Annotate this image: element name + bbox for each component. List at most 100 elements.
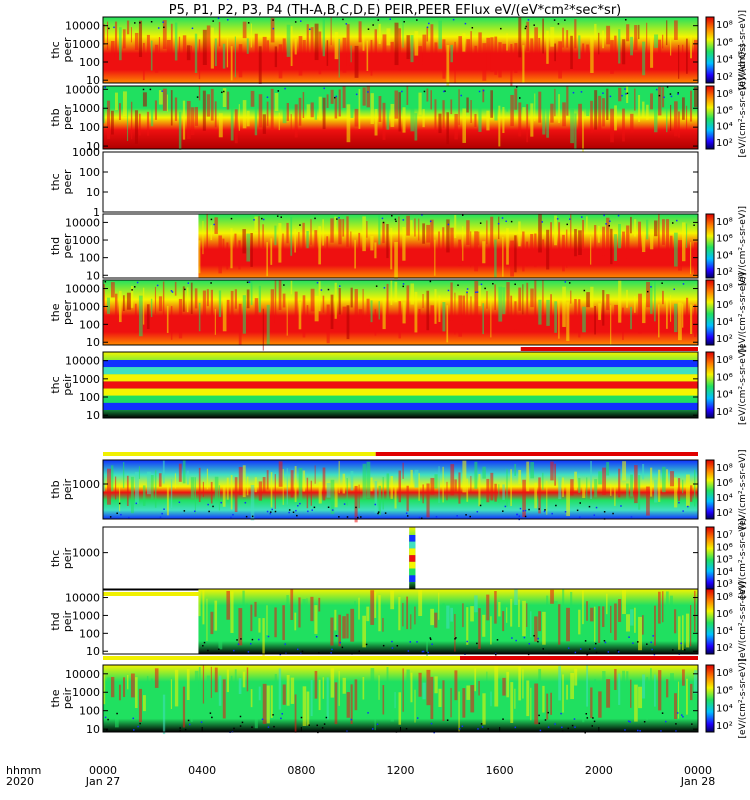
noise-speckle	[504, 505, 507, 508]
noise-speckle	[533, 634, 535, 637]
spectrum-streak	[334, 216, 337, 234]
spectrum-streak	[110, 41, 115, 60]
noise-speckle	[236, 639, 238, 641]
spectrum-streak	[522, 600, 526, 637]
noise-speckle	[296, 648, 299, 651]
noise-speckle	[637, 729, 639, 732]
spectrum-streak	[290, 114, 292, 132]
spectrum-streak	[326, 94, 329, 108]
noise-speckle	[311, 509, 313, 511]
noise-speckle	[331, 509, 334, 511]
spectrum-streak	[606, 294, 610, 311]
spectrum-streak	[590, 687, 593, 719]
noise-speckle	[581, 216, 583, 218]
noise-speckle	[357, 516, 359, 519]
spectrum-streak	[658, 304, 660, 338]
noise-speckle	[403, 20, 405, 23]
spectrum-streak	[374, 242, 377, 259]
noise-speckle	[336, 218, 338, 220]
spectrum-streak	[498, 42, 502, 78]
noise-speckle	[435, 516, 438, 518]
y-axis-label-species: peir	[61, 687, 74, 709]
spectrum-streak	[410, 35, 414, 63]
spectrum-streak	[690, 242, 692, 275]
spectrum-streak	[130, 476, 134, 514]
spectrum-streak	[282, 38, 286, 60]
spectrum-streak	[210, 481, 213, 504]
y-tick-label: 10	[86, 140, 100, 153]
spectrum-streak	[118, 27, 122, 61]
noise-speckle	[187, 282, 190, 284]
y-axis-label-species: peer	[61, 233, 74, 259]
spectrum-streak	[158, 296, 163, 312]
spectrum-streak	[610, 605, 612, 633]
spectrum-streak	[478, 91, 482, 132]
spectrum-streak	[170, 306, 173, 340]
spectrum-streak	[574, 298, 577, 333]
spectrum-streak	[138, 295, 143, 337]
spectrum-streak	[650, 668, 652, 687]
noise-speckle	[603, 510, 606, 513]
noise-speckle	[494, 653, 497, 656]
spectrum-streak	[358, 21, 362, 43]
spectrum-streak	[314, 230, 318, 256]
spectrum-streak	[162, 694, 166, 735]
y-tick-label: 1000	[72, 146, 100, 159]
spectrum-streak	[538, 477, 541, 514]
noise-speckle	[377, 512, 379, 515]
colorbar-tick-label: 10⁴	[716, 703, 733, 714]
spectrum-streak	[174, 22, 178, 61]
spectrum-streak	[470, 100, 472, 123]
spectrum-streak	[230, 228, 233, 269]
spectrum-streak	[246, 110, 250, 127]
y-tick-label: 1000	[72, 686, 100, 699]
noise-speckle	[480, 723, 483, 725]
spectrum-streak	[462, 295, 465, 325]
noise-speckle	[218, 648, 220, 650]
spectrum-streak	[646, 281, 650, 308]
spectrum-streak	[458, 472, 461, 504]
spectrum-streak	[178, 463, 182, 482]
spectrum-streak	[354, 601, 356, 617]
noise-speckle	[681, 714, 683, 716]
spectrum-streak	[394, 22, 399, 66]
spectrum-streak	[558, 666, 562, 701]
spectrum-streak	[118, 290, 122, 323]
spectrum-streak	[526, 241, 529, 267]
noise-speckle	[547, 711, 549, 714]
noise-speckle	[429, 220, 432, 223]
spectrum-streak	[674, 609, 677, 634]
noise-speckle	[591, 725, 594, 727]
noise-speckle	[335, 635, 338, 637]
colorbar-tick-label: 10⁶	[716, 478, 733, 489]
spectrum-streak	[678, 111, 680, 138]
spectrum-streak	[290, 26, 293, 66]
spectrum-streak	[434, 42, 438, 58]
panel-frame	[102, 279, 699, 346]
spectrum-streak	[478, 681, 480, 696]
spectrum-streak	[654, 34, 659, 48]
spectrum-streak	[498, 678, 502, 693]
spectrum-streak	[566, 229, 568, 268]
spectrum-streak	[214, 600, 218, 631]
spectrum-streak	[458, 239, 462, 266]
noise-speckle	[276, 215, 279, 217]
spectrum-streak	[542, 611, 546, 645]
noise-speckle	[516, 513, 519, 516]
noise-speckle	[150, 20, 153, 23]
spectrum-streak	[302, 295, 306, 338]
spectrum-streak	[522, 107, 526, 121]
noise-speckle	[207, 503, 209, 506]
noise-speckle	[211, 716, 213, 719]
spectrum-streak	[422, 682, 426, 700]
spectrum-streak	[114, 476, 117, 500]
spectrum-streak	[210, 27, 214, 69]
spectrum-streak	[538, 214, 542, 253]
noise-speckle	[480, 283, 483, 286]
spectrum-streak	[286, 468, 288, 505]
colorbar-tick-label: 10²	[716, 721, 733, 732]
noise-speckle	[547, 726, 550, 728]
spectrum-streak	[562, 102, 566, 127]
spectrum-streak	[602, 467, 607, 495]
